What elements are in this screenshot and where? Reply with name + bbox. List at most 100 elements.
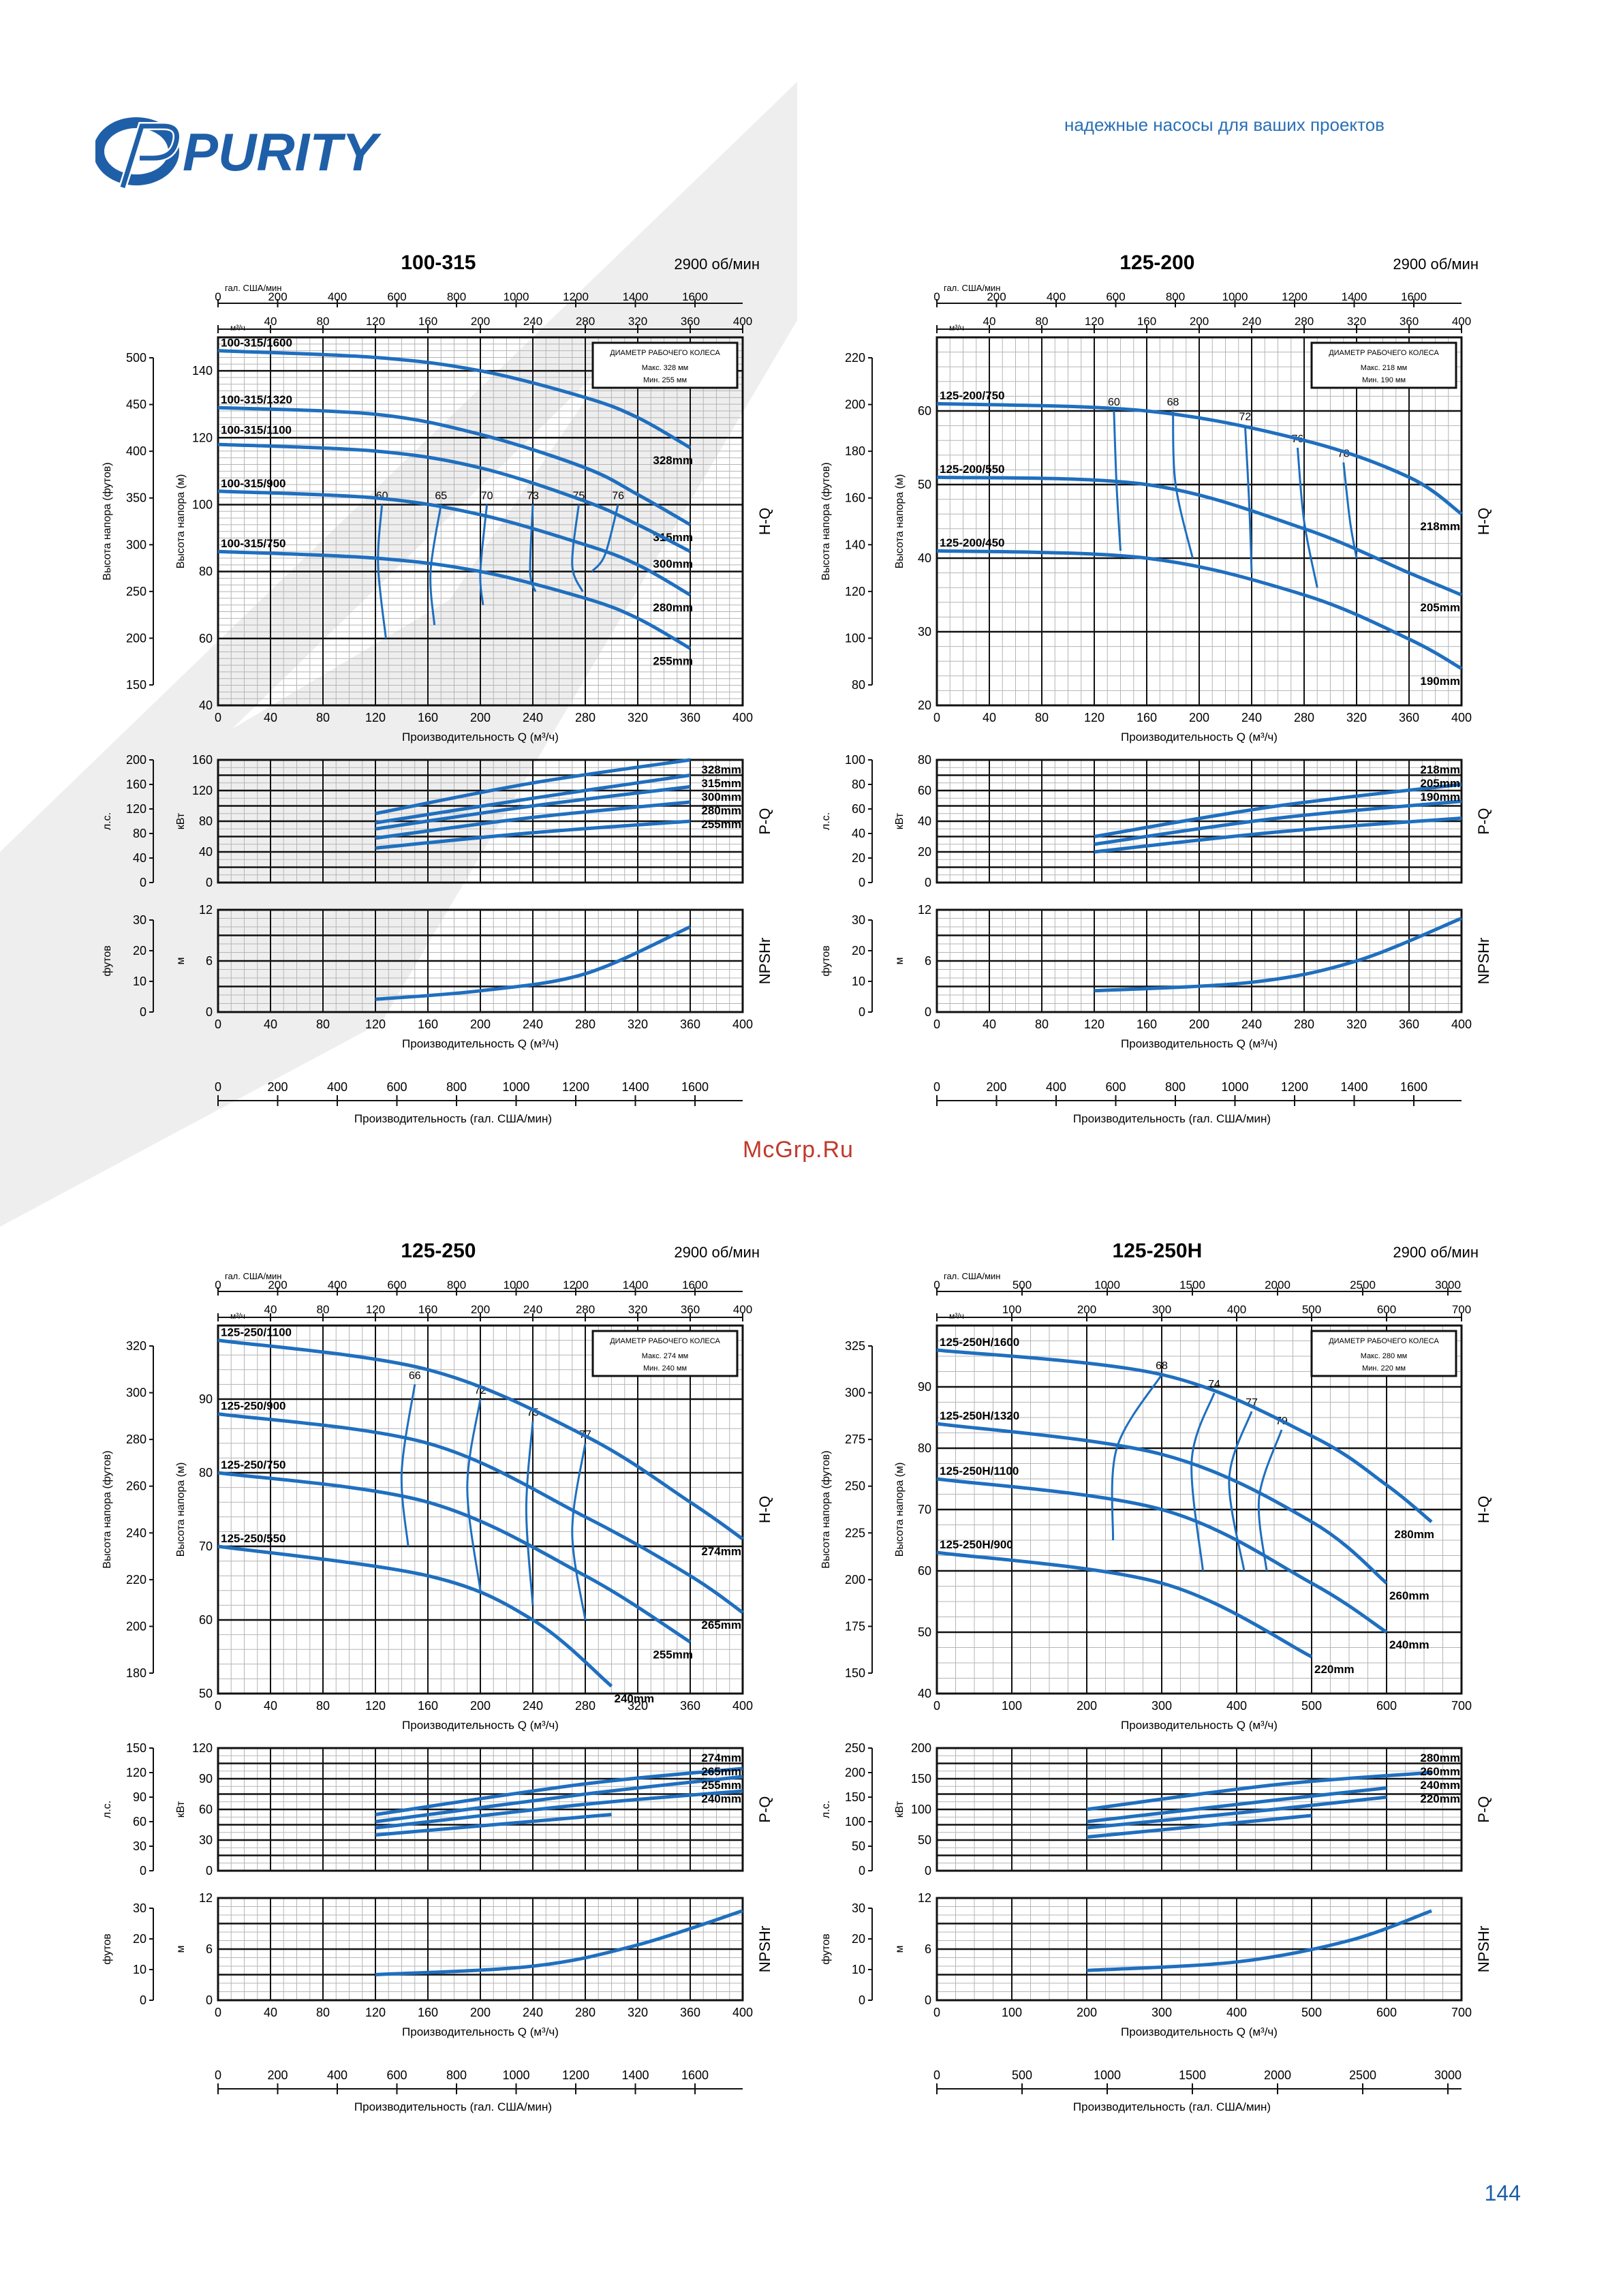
pq-curve-label: 328mm bbox=[701, 763, 741, 776]
m3h-tick-label: 240 bbox=[1242, 315, 1261, 328]
m3h-tick-label: 400 bbox=[733, 315, 752, 328]
x-tick-label: 40 bbox=[264, 1699, 277, 1713]
m3h-tick-label: 160 bbox=[1137, 315, 1156, 328]
efficiency-curve bbox=[377, 504, 387, 639]
hp-tick-label: 0 bbox=[140, 876, 146, 889]
pq-curve-label: 265mm bbox=[701, 1765, 741, 1778]
hq-curve-label: 220mm bbox=[1314, 1663, 1355, 1676]
head-ft-tick-label: 300 bbox=[845, 1386, 865, 1400]
x-tick-label: 120 bbox=[365, 1699, 386, 1713]
gpm-axis-title: Производительность (гал. США/мин) bbox=[1073, 2100, 1271, 2113]
hp-tick-label: 100 bbox=[845, 1815, 865, 1828]
y-tick-label: 0 bbox=[925, 1005, 931, 1019]
npsh-ft-tick-label: 10 bbox=[133, 975, 146, 988]
head-ft-tick-label: 150 bbox=[845, 1666, 865, 1680]
gpm-tick-label: 1200 bbox=[562, 1080, 589, 1094]
hp-tick-label: 40 bbox=[852, 827, 865, 840]
head-ft-tick-label: 280 bbox=[126, 1433, 146, 1446]
gpm-tick-label: 0 bbox=[215, 2068, 221, 2082]
head-ft-tick-label: 320 bbox=[126, 1339, 146, 1353]
hq-curve-label: 255mm bbox=[653, 655, 693, 668]
gpm-tick-label: 1200 bbox=[1281, 1080, 1308, 1094]
pq-curve bbox=[375, 1813, 612, 1837]
panel-frame bbox=[217, 908, 744, 1013]
gpm-tick-label: 800 bbox=[447, 290, 466, 303]
x-tick-label: 500 bbox=[1301, 2006, 1322, 2019]
npsh-m-title: м bbox=[894, 958, 906, 965]
gpm-tick-label: 400 bbox=[327, 2068, 347, 2082]
npsh-label: NPSHr bbox=[1475, 938, 1492, 984]
pump-chart-125-250: 125-250 2900 об/мин гал. США/мин 0 200 400 600… bbox=[89, 1237, 859, 2239]
gpm-tick-label: 800 bbox=[447, 1279, 466, 1291]
y-tick-label: 40 bbox=[918, 814, 931, 828]
impeller-title: ДИАМЕТР РАБОЧЕГО КОЛЕСА bbox=[1329, 349, 1439, 357]
y-tick-label: 200 bbox=[911, 1741, 931, 1755]
y-tick-label: 50 bbox=[199, 1687, 213, 1700]
pq-curve-label: 218mm bbox=[1420, 763, 1460, 776]
model-size-label: 125-200/550 bbox=[940, 463, 1004, 476]
head-ft-tick-label: 225 bbox=[845, 1526, 865, 1540]
model-size-label: 125-250/1100 bbox=[221, 1326, 292, 1339]
model-size-label: 100-315/1320 bbox=[221, 393, 292, 406]
npsh-m-title: м bbox=[175, 958, 187, 965]
model-size-label: 100-315/1100 bbox=[221, 423, 292, 436]
efficiency-curve bbox=[571, 1443, 587, 1621]
y-tick-label: 40 bbox=[199, 845, 213, 859]
hq-curve-label: 328mm bbox=[653, 454, 693, 467]
speed-label: 2900 об/мин bbox=[1393, 1244, 1479, 1261]
pq-curve-label: 300mm bbox=[701, 791, 741, 803]
pq-curve-label: 315mm bbox=[701, 777, 741, 790]
y-tick-label: 12 bbox=[199, 1891, 213, 1905]
y-tick-label: 0 bbox=[925, 1864, 931, 1878]
gpm-tick-label: 3000 bbox=[1434, 2068, 1462, 2082]
bottom-gpm-axis: 0 500 1000 1500 2000 2500 3000 Производительнос… bbox=[933, 2068, 1462, 2113]
efficiency-curve bbox=[466, 1398, 482, 1591]
x-tick-label: 300 bbox=[1151, 1699, 1172, 1713]
m3h-tick-label: 200 bbox=[1190, 315, 1209, 328]
gpm-tick-label: 0 bbox=[215, 1279, 221, 1291]
head-m-title: Высота напора (м) bbox=[894, 474, 906, 569]
hp-tick-label: 40 bbox=[133, 851, 146, 865]
hp-tick-label: 50 bbox=[852, 1839, 865, 1853]
head-ft-tick-label: 220 bbox=[845, 351, 865, 365]
model-size-label: 100-315/900 bbox=[221, 477, 285, 490]
hp-title: л.с. bbox=[102, 812, 113, 830]
efficiency-curve bbox=[1172, 410, 1194, 559]
m3h-tick-label: 200 bbox=[1077, 1303, 1096, 1316]
panel-frame bbox=[217, 336, 744, 707]
m3h-unit-label: м³/ч bbox=[230, 1311, 245, 1321]
head-ft-title: Высота напора (футов) bbox=[102, 1450, 113, 1568]
x-axis-title: Производительность Q (м³/ч) bbox=[402, 731, 559, 744]
y-tick-label: 0 bbox=[206, 1864, 213, 1878]
hp-tick-label: 0 bbox=[859, 876, 865, 889]
impeller-min: Мин. 190 мм bbox=[1362, 376, 1406, 384]
gpm-tick-label: 600 bbox=[387, 290, 406, 303]
y-tick-label: 60 bbox=[918, 784, 931, 797]
x-tick-label: 160 bbox=[418, 2006, 438, 2019]
hp-tick-label: 150 bbox=[845, 1790, 865, 1804]
head-ft-tick-label: 260 bbox=[126, 1480, 146, 1493]
pq-curve bbox=[1094, 782, 1462, 838]
impeller-box bbox=[1310, 1330, 1457, 1377]
npsh-ft-tick-label: 10 bbox=[852, 975, 865, 988]
m3h-tick-label: 700 bbox=[1452, 1303, 1471, 1316]
hq-curve-label: 240mm bbox=[615, 1692, 655, 1705]
chart-title: 100-315 bbox=[401, 251, 476, 274]
gpm-tick-label: 1000 bbox=[1222, 290, 1248, 303]
gpm-tick-label: 600 bbox=[386, 1080, 407, 1094]
npsh-curve bbox=[375, 925, 692, 1001]
y-tick-label: 30 bbox=[918, 625, 931, 639]
y-tick-label: 160 bbox=[192, 753, 213, 767]
pq-curve bbox=[1086, 1813, 1312, 1839]
pq-label: P-Q bbox=[756, 808, 773, 834]
impeller-title: ДИАМЕТР РАБОЧЕГО КОЛЕСА bbox=[1329, 1337, 1439, 1345]
m3h-tick-label: 360 bbox=[681, 315, 700, 328]
m3h-tick-label: 360 bbox=[681, 1303, 700, 1316]
hq-panel: 50 60 70 80 90 180 200 220 240 260 280 300 320 Высота… bbox=[102, 1324, 773, 1732]
pq-curve bbox=[375, 784, 691, 831]
y-tick-label: 0 bbox=[925, 1993, 931, 2007]
npsh-ft-tick-label: 30 bbox=[133, 1901, 146, 1915]
